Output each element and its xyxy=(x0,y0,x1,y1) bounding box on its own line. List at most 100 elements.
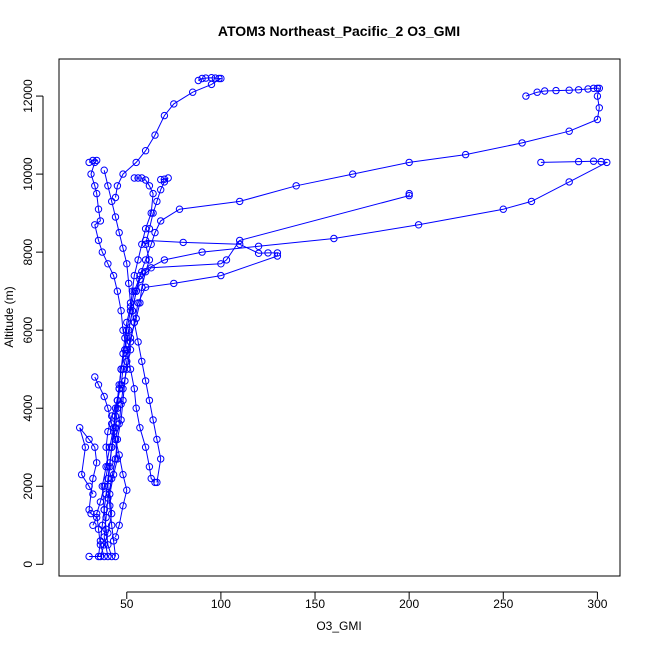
data-point xyxy=(217,74,225,83)
data-point xyxy=(91,443,99,451)
data-point xyxy=(595,84,603,93)
data-point xyxy=(179,238,187,247)
data-point xyxy=(141,176,150,184)
series-10 xyxy=(100,166,165,487)
series-7 xyxy=(85,156,159,487)
data-point xyxy=(98,248,107,256)
data-point xyxy=(85,552,93,561)
data-point xyxy=(123,318,131,327)
data-point xyxy=(119,365,127,373)
data-point xyxy=(91,221,99,229)
data-point xyxy=(132,314,140,323)
data-point xyxy=(138,174,146,182)
y-tick-label: 6000 xyxy=(21,317,35,344)
data-point xyxy=(160,111,169,120)
data-point xyxy=(76,424,84,432)
data-point xyxy=(170,279,178,288)
series-line xyxy=(101,160,609,557)
data-point xyxy=(147,474,155,483)
data-point xyxy=(100,552,108,561)
series-11 xyxy=(94,174,157,561)
data-point xyxy=(119,396,127,405)
y-axis: 0 2000 4000 6000 8000 10000 12000 xyxy=(21,79,44,568)
data-point xyxy=(93,156,101,165)
data-point xyxy=(119,170,127,178)
data-point xyxy=(117,365,125,373)
data-point xyxy=(132,404,140,412)
data-point xyxy=(94,236,103,245)
data-point xyxy=(111,412,120,420)
data-point xyxy=(157,455,165,463)
data-point xyxy=(151,228,159,237)
data-point xyxy=(108,552,116,561)
series-6 xyxy=(76,424,101,529)
data-point xyxy=(119,349,127,358)
data-point xyxy=(94,552,103,561)
data-point xyxy=(141,240,150,249)
data-point xyxy=(157,175,165,184)
data-point xyxy=(584,85,592,93)
data-point xyxy=(94,381,103,389)
data-point xyxy=(96,498,105,506)
y-tick-label: 2000 xyxy=(21,473,35,500)
data-point xyxy=(104,463,112,471)
data-point xyxy=(202,74,210,82)
data-point xyxy=(125,279,133,288)
data-point xyxy=(96,537,105,545)
data-point xyxy=(461,150,470,159)
data-point xyxy=(273,249,282,257)
data-point xyxy=(104,427,112,436)
data-point xyxy=(574,157,583,166)
data-point xyxy=(595,104,603,112)
y-tick-label: 8000 xyxy=(21,238,35,265)
data-point xyxy=(89,521,97,529)
data-point xyxy=(104,494,112,502)
data-point xyxy=(405,189,413,198)
data-point xyxy=(100,506,108,514)
data-point xyxy=(113,182,122,190)
data-point xyxy=(141,377,150,385)
data-point xyxy=(593,84,602,93)
data-point xyxy=(141,256,150,264)
data-point xyxy=(132,158,140,167)
data-point xyxy=(130,271,139,280)
data-point xyxy=(96,552,105,561)
data-point xyxy=(153,197,161,206)
data-point xyxy=(149,189,157,198)
data-point xyxy=(157,217,165,225)
data-point xyxy=(104,404,112,412)
data-point xyxy=(81,443,90,451)
data-point xyxy=(141,268,150,276)
data-point xyxy=(85,506,93,514)
data-point xyxy=(145,396,154,405)
x-tick-label: 50 xyxy=(120,597,134,611)
data-point xyxy=(111,213,120,221)
data-point xyxy=(98,521,107,529)
series-line xyxy=(89,87,600,557)
x-tick-label: 100 xyxy=(211,597,231,611)
data-point xyxy=(138,283,146,291)
data-point xyxy=(589,157,598,165)
series-5 xyxy=(93,174,172,561)
data-point xyxy=(537,158,545,167)
data-point xyxy=(157,186,165,194)
series-line xyxy=(79,427,98,526)
data-point xyxy=(141,443,150,451)
data-point xyxy=(217,260,225,268)
data-point xyxy=(136,424,144,432)
data-point xyxy=(198,248,206,256)
data-point xyxy=(85,435,93,444)
data-point xyxy=(132,287,140,295)
data-point xyxy=(109,470,118,479)
data-point xyxy=(141,283,150,291)
data-point xyxy=(522,92,530,100)
data-point xyxy=(94,205,103,213)
data-point xyxy=(151,478,159,487)
data-point xyxy=(102,443,110,451)
data-point xyxy=(85,482,93,490)
data-point xyxy=(527,197,536,206)
series-layer xyxy=(76,74,611,561)
data-point xyxy=(147,209,155,217)
data-point xyxy=(117,416,125,424)
y-tick-label: 0 xyxy=(21,561,35,568)
